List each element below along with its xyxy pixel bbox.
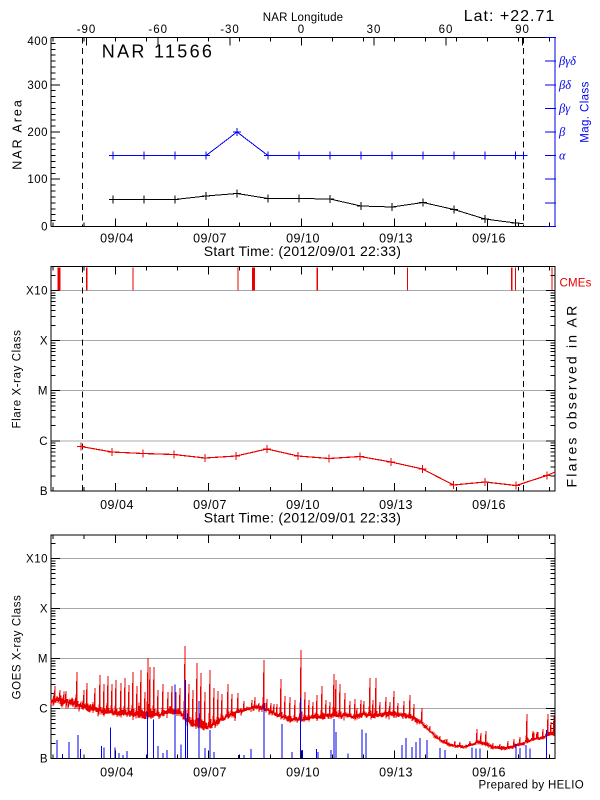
svg-text:β: β [558, 125, 566, 139]
svg-text:09/04: 09/04 [100, 232, 134, 246]
svg-text:Flares observed in AR: Flares observed in AR [564, 304, 580, 488]
svg-text:09/07: 09/07 [193, 232, 227, 246]
svg-text:09/13: 09/13 [379, 232, 413, 246]
svg-text:NAR Longitude: NAR Longitude [263, 12, 344, 24]
svg-text:09/10: 09/10 [286, 232, 320, 246]
svg-text:09/04: 09/04 [100, 766, 134, 780]
svg-text:-90: -90 [77, 24, 97, 36]
svg-text:Prepared by HELIO: Prepared by HELIO [479, 780, 584, 792]
svg-text:09/13: 09/13 [379, 498, 413, 512]
svg-text:Start Time: (2012/09/01 22:33): Start Time: (2012/09/01 22:33) [204, 510, 401, 526]
svg-text:B: B [40, 486, 48, 498]
svg-text:400: 400 [27, 36, 48, 48]
svg-text:100: 100 [27, 174, 48, 186]
svg-text:09/04: 09/04 [100, 498, 134, 512]
svg-text:09/16: 09/16 [472, 232, 506, 246]
svg-text:Lat: +22.71: Lat: +22.71 [464, 8, 556, 25]
svg-text:NAR 11566: NAR 11566 [102, 42, 214, 62]
svg-text:βγδ: βγδ [558, 54, 576, 68]
svg-text:B: B [40, 754, 48, 766]
svg-text:X: X [40, 336, 48, 348]
svg-text:βδ: βδ [558, 78, 571, 92]
svg-text:CMEs: CMEs [560, 278, 592, 290]
svg-text:C: C [39, 704, 48, 716]
svg-text:-30: -30 [220, 24, 240, 36]
svg-text:X: X [40, 604, 48, 616]
svg-text:30: 30 [367, 24, 382, 36]
svg-text:0: 0 [298, 24, 305, 36]
svg-text:300: 300 [27, 80, 48, 92]
svg-text:GOES X-ray Class: GOES X-ray Class [12, 595, 24, 700]
svg-text:α: α [559, 149, 566, 163]
svg-text:09/13: 09/13 [379, 766, 413, 780]
svg-text:X10: X10 [26, 554, 48, 566]
svg-text:09/16: 09/16 [472, 766, 506, 780]
svg-text:09/07: 09/07 [193, 498, 227, 512]
svg-text:M: M [38, 386, 48, 398]
svg-text:200: 200 [27, 127, 48, 139]
svg-text:βγ: βγ [558, 101, 571, 115]
svg-text:09/16: 09/16 [472, 498, 506, 512]
svg-text:X10: X10 [26, 286, 48, 298]
svg-text:09/10: 09/10 [286, 498, 320, 512]
svg-text:09/07: 09/07 [193, 766, 227, 780]
svg-text:0: 0 [41, 222, 48, 234]
svg-text:Start Time: (2012/09/01 22:33): Start Time: (2012/09/01 22:33) [204, 243, 401, 259]
svg-text:C: C [39, 436, 48, 448]
svg-text:09/10: 09/10 [286, 766, 320, 780]
svg-text:M: M [38, 654, 48, 666]
svg-text:Mag. Class: Mag. Class [580, 81, 592, 143]
svg-text:90: 90 [515, 24, 530, 36]
svg-text:Flare X-ray Class: Flare X-ray Class [12, 329, 24, 428]
svg-text:60: 60 [439, 24, 454, 36]
svg-text:-60: -60 [148, 24, 168, 36]
svg-text:NAR Area: NAR Area [11, 98, 25, 170]
